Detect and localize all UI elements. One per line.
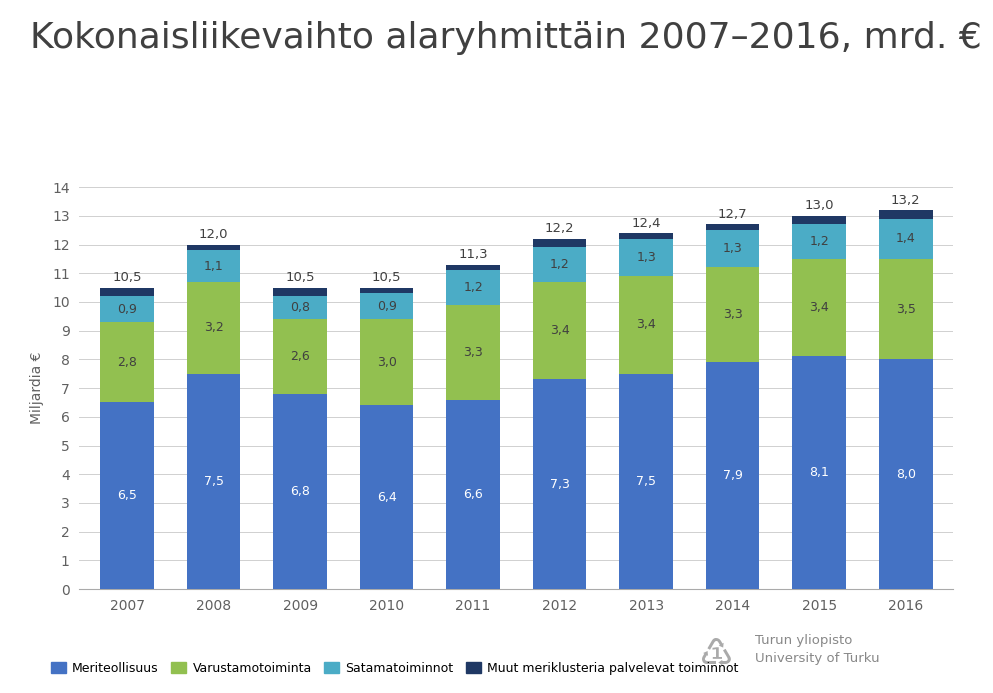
Bar [187,282,240,374]
Text: 3,5: 3,5 [896,303,916,315]
Text: 1,2: 1,2 [463,281,483,294]
Bar [879,259,932,360]
Text: 13,2: 13,2 [891,193,921,207]
Bar [100,288,154,296]
Text: 8,0: 8,0 [896,468,916,481]
Bar [100,296,154,322]
Text: 1,3: 1,3 [637,251,656,264]
Text: 7,5: 7,5 [204,475,223,488]
Bar [273,319,327,394]
Bar [100,322,154,403]
Bar [533,247,587,282]
Text: 13,0: 13,0 [804,200,834,212]
Text: 12,0: 12,0 [199,228,228,241]
Text: 3,3: 3,3 [463,346,483,359]
Bar [706,267,760,362]
Text: 0,9: 0,9 [117,303,137,315]
Bar [100,403,154,589]
Text: 3,2: 3,2 [204,322,223,334]
Text: 2,6: 2,6 [290,350,310,363]
Bar [187,250,240,282]
Bar [446,270,499,305]
Text: ♳: ♳ [697,636,733,674]
Bar [706,230,760,267]
Text: Kokonaisliikevaihto alaryhmittäin 2007–2016, mrd. €: Kokonaisliikevaihto alaryhmittäin 2007–2… [30,21,982,55]
Text: 11,3: 11,3 [459,248,488,261]
Text: 8,1: 8,1 [809,466,829,480]
Text: 6,4: 6,4 [376,491,396,504]
Text: 10,5: 10,5 [371,271,401,284]
Bar [620,233,673,239]
Bar [533,380,587,589]
Text: 1,4: 1,4 [896,232,916,245]
Bar [273,288,327,296]
Bar [706,362,760,589]
Bar [620,276,673,374]
Text: 10,5: 10,5 [112,271,142,284]
Bar [879,360,932,589]
Text: 12,4: 12,4 [632,217,661,229]
Text: 3,0: 3,0 [376,356,396,369]
Text: 7,5: 7,5 [637,475,656,488]
Text: 3,3: 3,3 [723,308,743,322]
Bar [620,239,673,276]
Text: 1,2: 1,2 [550,258,570,271]
Bar [792,216,846,225]
Bar [187,245,240,250]
Text: 10,5: 10,5 [285,271,315,284]
Bar [792,259,846,356]
Bar [446,265,499,270]
Text: 1,2: 1,2 [809,235,829,248]
Y-axis label: Miljardia €: Miljardia € [30,352,44,424]
Text: 3,4: 3,4 [637,318,656,331]
Text: 1,1: 1,1 [204,260,223,272]
Bar [792,356,846,589]
Text: 0,8: 0,8 [290,301,310,314]
Bar [273,394,327,589]
Bar [533,282,587,380]
Text: 12,7: 12,7 [718,208,748,221]
Bar [879,219,932,259]
Text: Turun yliopisto
University of Turku: Turun yliopisto University of Turku [755,634,880,665]
Text: 3,4: 3,4 [550,324,570,337]
Text: 3,4: 3,4 [809,301,829,314]
Bar [359,293,413,319]
Bar [706,225,760,230]
Bar [620,374,673,589]
Legend: Meriteollisuus, Varustamotoiminta, Satamatoiminnot, Muut meriklusteria palveleva: Meriteollisuus, Varustamotoiminta, Satam… [46,657,744,680]
Text: 1,3: 1,3 [723,243,743,255]
Bar [533,239,587,247]
Bar [187,374,240,589]
Text: 7,3: 7,3 [550,477,570,491]
Text: 0,9: 0,9 [376,300,396,313]
Text: 6,6: 6,6 [463,488,483,501]
Bar [446,400,499,589]
Bar [446,305,499,400]
Bar [273,296,327,319]
Text: 7,9: 7,9 [723,469,743,482]
Bar [359,288,413,293]
Text: 6,5: 6,5 [117,489,137,502]
Text: 2,8: 2,8 [117,356,137,369]
Bar [792,225,846,259]
Text: 12,2: 12,2 [545,222,574,236]
Bar [359,405,413,589]
Text: 6,8: 6,8 [290,485,310,498]
Bar [879,210,932,219]
Bar [359,319,413,405]
